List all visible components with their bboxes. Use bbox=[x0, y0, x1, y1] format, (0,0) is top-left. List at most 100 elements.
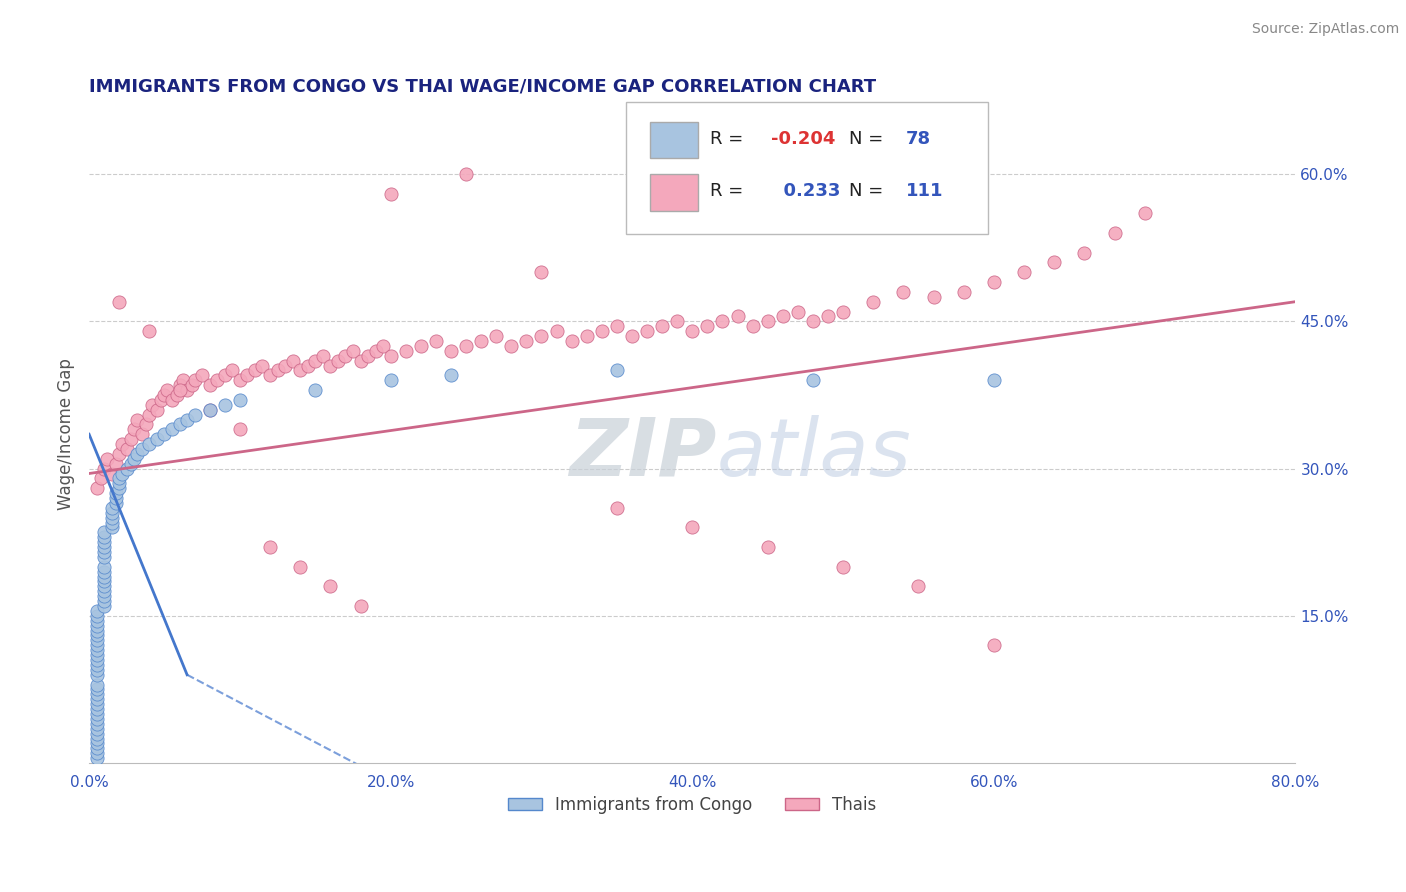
Text: 0.233: 0.233 bbox=[770, 182, 839, 201]
Point bbox=[290, 363, 312, 377]
Point bbox=[86, 633, 108, 648]
Point bbox=[817, 310, 839, 324]
Point bbox=[86, 628, 108, 642]
Point bbox=[546, 324, 568, 338]
Point bbox=[86, 481, 108, 495]
Point bbox=[1073, 245, 1095, 260]
Point bbox=[304, 383, 326, 397]
Text: R =: R = bbox=[710, 182, 749, 201]
Point bbox=[93, 540, 115, 554]
Point bbox=[141, 398, 163, 412]
Point bbox=[741, 319, 763, 334]
Point bbox=[191, 368, 214, 383]
Point bbox=[93, 559, 115, 574]
Point bbox=[1012, 265, 1035, 279]
Point bbox=[115, 461, 138, 475]
Point bbox=[681, 520, 703, 534]
Point bbox=[606, 319, 628, 334]
Point bbox=[470, 334, 492, 348]
Point bbox=[100, 520, 122, 534]
Point bbox=[259, 540, 281, 554]
Point bbox=[93, 569, 115, 583]
Point bbox=[86, 618, 108, 632]
FancyBboxPatch shape bbox=[626, 102, 988, 234]
Point bbox=[922, 290, 945, 304]
FancyBboxPatch shape bbox=[650, 175, 699, 211]
Point bbox=[86, 663, 108, 677]
Text: Source: ZipAtlas.com: Source: ZipAtlas.com bbox=[1251, 22, 1399, 37]
Point bbox=[100, 510, 122, 524]
Point bbox=[105, 496, 128, 510]
Point bbox=[105, 457, 128, 471]
Point bbox=[86, 716, 108, 731]
Point bbox=[357, 349, 380, 363]
Point bbox=[86, 667, 108, 681]
Point bbox=[772, 310, 794, 324]
Point bbox=[93, 599, 115, 613]
Point bbox=[86, 731, 108, 746]
Point bbox=[591, 324, 613, 338]
Point bbox=[266, 363, 288, 377]
Point bbox=[86, 638, 108, 652]
Point bbox=[297, 359, 319, 373]
Point bbox=[93, 549, 115, 564]
Point bbox=[176, 412, 198, 426]
Point bbox=[801, 373, 824, 387]
Point bbox=[86, 737, 108, 751]
Point bbox=[146, 432, 169, 446]
Point bbox=[124, 422, 146, 436]
Point bbox=[214, 368, 236, 383]
Point bbox=[86, 751, 108, 765]
Point bbox=[160, 392, 183, 407]
Point bbox=[530, 329, 553, 343]
Point bbox=[105, 491, 128, 505]
Point bbox=[862, 294, 884, 309]
Point bbox=[727, 310, 749, 324]
Point bbox=[160, 422, 183, 436]
Point bbox=[440, 343, 463, 358]
Point bbox=[620, 329, 643, 343]
Point bbox=[111, 467, 134, 481]
Point bbox=[561, 334, 583, 348]
Point bbox=[485, 329, 508, 343]
Point bbox=[409, 339, 432, 353]
Point bbox=[86, 687, 108, 701]
Point bbox=[636, 324, 658, 338]
Point bbox=[86, 614, 108, 628]
Point bbox=[108, 481, 131, 495]
Point bbox=[120, 457, 142, 471]
Point bbox=[221, 363, 243, 377]
Point bbox=[86, 747, 108, 761]
Text: 111: 111 bbox=[905, 182, 943, 201]
Point bbox=[169, 417, 191, 432]
Point bbox=[86, 727, 108, 741]
Point bbox=[1133, 206, 1156, 220]
Point bbox=[166, 388, 188, 402]
Point bbox=[229, 422, 252, 436]
Point bbox=[801, 314, 824, 328]
Point bbox=[786, 304, 808, 318]
Point bbox=[281, 353, 304, 368]
Point bbox=[138, 324, 160, 338]
Point bbox=[274, 359, 297, 373]
Point bbox=[86, 712, 108, 726]
Point bbox=[454, 339, 477, 353]
FancyBboxPatch shape bbox=[650, 122, 699, 158]
Point bbox=[169, 383, 191, 397]
Point bbox=[606, 363, 628, 377]
Text: 78: 78 bbox=[905, 129, 931, 148]
Point bbox=[86, 653, 108, 667]
Text: N =: N = bbox=[849, 129, 889, 148]
Point bbox=[342, 343, 364, 358]
Text: IMMIGRANTS FROM CONGO VS THAI WAGE/INCOME GAP CORRELATION CHART: IMMIGRANTS FROM CONGO VS THAI WAGE/INCOM… bbox=[89, 78, 876, 95]
Point bbox=[153, 388, 176, 402]
Point bbox=[198, 402, 221, 417]
Point bbox=[86, 677, 108, 691]
Point bbox=[150, 392, 173, 407]
Point bbox=[124, 451, 146, 466]
Point bbox=[515, 334, 537, 348]
Point bbox=[108, 471, 131, 485]
Point bbox=[756, 540, 779, 554]
Point bbox=[259, 368, 281, 383]
Point bbox=[156, 383, 179, 397]
